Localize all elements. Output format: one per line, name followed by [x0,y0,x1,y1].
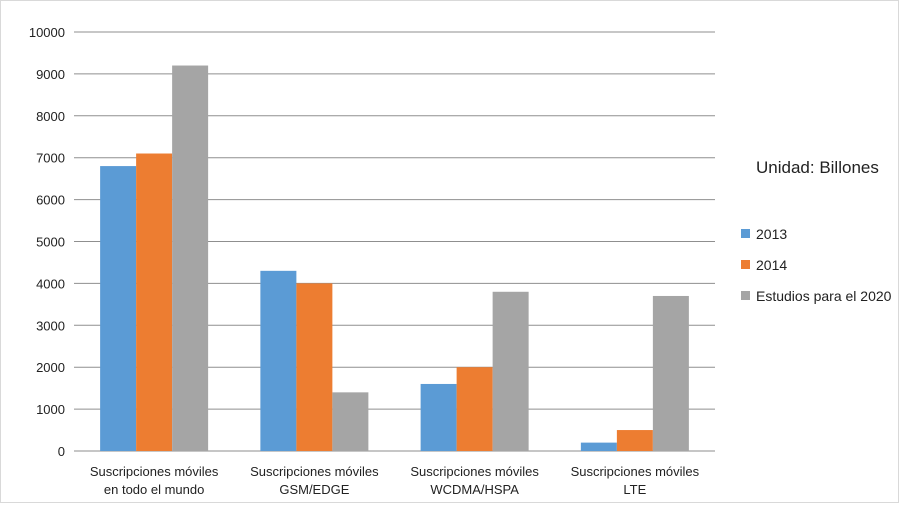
legend-label: Estudios para el 2020 [756,288,892,304]
y-tick-label: 2000 [36,360,65,375]
bar [456,367,493,451]
bar [172,65,209,452]
y-tick-label: 6000 [36,193,65,208]
y-axis-ticks: 0 1000 2000 3000 4000 5000 6000 7000 8000 9000 100… [29,25,65,459]
x-category-label: LTE [623,482,646,497]
bar [100,166,137,451]
legend-swatch [741,229,750,238]
legend-swatch [741,260,750,269]
legend-label: 2014 [756,257,787,273]
bar [652,295,689,451]
y-tick-label: 10000 [29,25,65,40]
x-category-label: Suscripciones móviles [410,464,539,479]
x-category-label: en todo el mundo [104,482,204,497]
bar [332,392,369,451]
y-tick-label: 5000 [36,235,65,250]
y-tick-label: 1000 [36,402,65,417]
x-category-label: Suscripciones móviles [250,464,379,479]
bars [100,65,689,452]
legend-label: 2013 [756,226,787,242]
legend-swatch [741,291,750,300]
bar [616,430,653,451]
y-tick-label: 3000 [36,318,65,333]
unit-note: Unidad: Billones [756,158,879,177]
bar [296,283,333,451]
y-tick-label: 4000 [36,276,65,291]
y-tick-label: 8000 [36,109,65,124]
x-category-label: GSM/EDGE [279,482,349,497]
y-tick-label: 0 [58,444,65,459]
y-tick-label: 7000 [36,151,65,166]
bar [260,270,297,451]
legend: 2013 2014 Estudios para el 2020 [741,226,892,304]
y-tick-label: 9000 [36,67,65,82]
bar [492,291,529,451]
bar [580,442,617,451]
x-axis-labels: Suscripciones móviles en todo el mundo Sus… [90,464,700,497]
bar [136,153,173,451]
x-category-label: WCDMA/HSPA [430,482,519,497]
x-category-label: Suscripciones móviles [90,464,219,479]
bar [420,383,457,451]
x-category-label: Suscripciones móviles [571,464,700,479]
